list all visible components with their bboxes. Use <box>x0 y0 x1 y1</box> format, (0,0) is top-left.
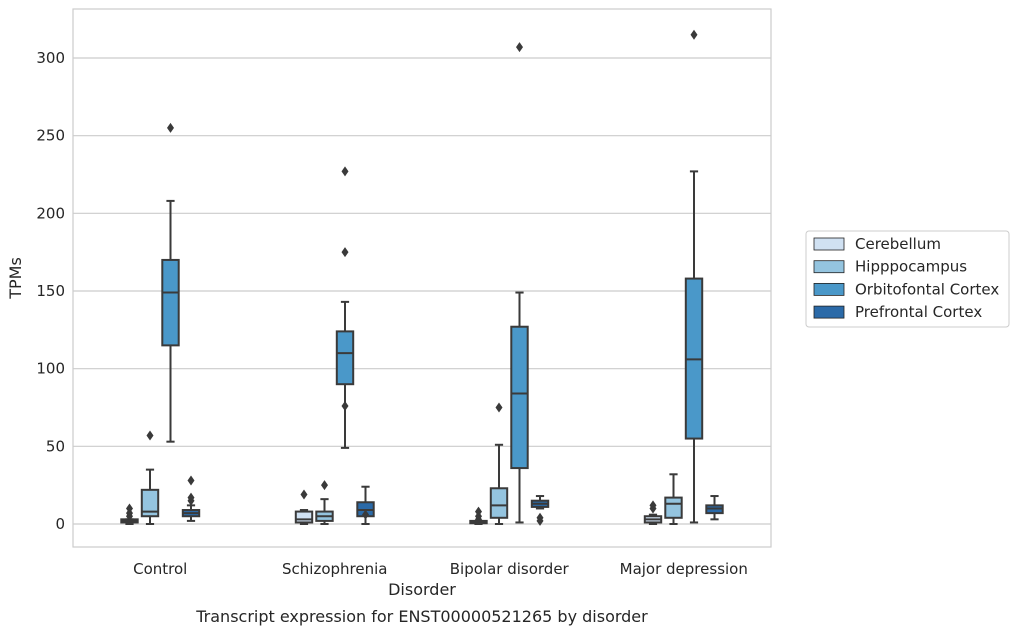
chart-caption: Transcript expression for ENST0000052126… <box>195 607 648 626</box>
outlier-point <box>187 475 195 486</box>
y-tick-label: 300 <box>36 49 65 67</box>
outlier-point <box>187 492 195 503</box>
legend: Cerebellum Hipppocampus Orbitofontal Corte… <box>805 230 1010 328</box>
y-axis-title: TPMs <box>6 257 25 300</box>
legend-label: Orbitofontal Cortex <box>855 280 999 298</box>
outlier-point <box>341 400 349 411</box>
box <box>140 488 160 518</box>
outlier-point <box>300 489 308 500</box>
y-tick-label: 200 <box>36 204 65 222</box>
legend-frame <box>805 230 1010 328</box>
legend-swatch <box>813 282 845 296</box>
x-tick-label: Schizophrenia <box>282 560 387 578</box>
box <box>489 487 509 519</box>
box-plot-hipppocampus <box>664 473 683 525</box>
box-plot-hipppocampus <box>140 430 160 525</box>
box-plot-cerebellum <box>643 500 663 525</box>
box-plot-prefrontal-cortex <box>705 495 724 521</box>
outlier-point <box>516 42 524 53</box>
box-plot-orbitofontal-cortex <box>510 42 529 524</box>
box-plot-prefrontal-cortex <box>181 475 201 522</box>
box <box>161 258 180 347</box>
outlier-point <box>125 503 133 514</box>
legend-swatch <box>813 260 845 274</box>
x-axis-title: Disorder <box>388 580 456 599</box>
gridlines <box>73 57 771 525</box>
x-tick-label: Control <box>133 560 187 578</box>
plot-frame <box>72 8 772 548</box>
outlier-point <box>341 247 349 258</box>
outlier-point <box>167 122 175 133</box>
box-plot-cerebellum <box>294 489 314 525</box>
box-plot-hipppocampus <box>489 402 509 525</box>
x-tick-label: Bipolar disorder <box>450 560 570 578</box>
outlier-point <box>536 512 544 523</box>
legend-items: Cerebellum Hipppocampus Orbitofontal Corte… <box>813 235 999 321</box>
legend-swatch <box>813 237 845 251</box>
outlier-point <box>320 480 328 491</box>
box-plot-hipppocampus <box>315 480 334 525</box>
box-plots <box>120 29 724 526</box>
legend-swatch <box>813 305 845 319</box>
x-tick-label: Major depression <box>620 560 748 578</box>
legend-label: Cerebellum <box>855 235 941 253</box>
outlier-point <box>474 506 482 517</box>
box-plot-prefrontal-cortex <box>356 485 375 525</box>
y-tick-label: 0 <box>55 515 65 533</box>
outlier-point <box>495 402 503 413</box>
box-plot-orbitofontal-cortex <box>161 122 180 443</box>
box-plot-prefrontal-cortex <box>530 495 550 526</box>
outlier-point <box>341 166 349 177</box>
box <box>294 510 314 524</box>
y-axis-ticks: 0 50 100 150 200 250 300 <box>36 49 65 533</box>
outlier-point <box>690 29 698 40</box>
legend-label: Prefrontal Cortex <box>855 303 982 321</box>
outlier-point <box>362 509 370 520</box>
box <box>664 496 683 519</box>
box-plot-cerebellum <box>120 503 139 525</box>
box-plot-orbitofontal-cortex <box>335 166 355 449</box>
y-tick-label: 250 <box>36 127 65 145</box>
box <box>335 330 355 386</box>
y-tick-label: 100 <box>36 360 65 378</box>
legend-label: Hipppocampus <box>855 258 967 276</box>
outlier-point <box>649 500 657 511</box>
box <box>510 325 529 470</box>
x-axis-ticks: Control Schizophrenia Bipolar disorder Majo… <box>133 560 748 578</box>
y-tick-label: 50 <box>46 437 65 455</box>
box-plot-orbitofontal-cortex <box>684 29 704 524</box>
y-tick-label: 150 <box>36 282 65 300</box>
box-plot-cerebellum <box>469 506 488 525</box>
outlier-point <box>146 430 154 441</box>
